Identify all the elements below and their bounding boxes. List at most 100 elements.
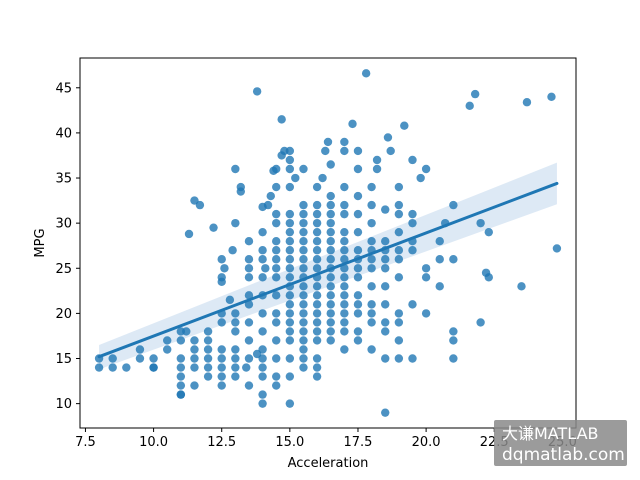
- data-point: [449, 354, 458, 363]
- data-point: [408, 300, 417, 309]
- data-point: [190, 363, 199, 372]
- data-point: [299, 227, 308, 237]
- data-point: [353, 227, 363, 237]
- data-point: [203, 354, 213, 363]
- data-point: [381, 282, 390, 291]
- data-point: [184, 229, 194, 239]
- data-point: [367, 182, 376, 192]
- data-point: [326, 336, 335, 345]
- data-point: [435, 236, 444, 246]
- data-point: [435, 282, 444, 291]
- y-tick-label: 25: [55, 262, 72, 277]
- data-point: [381, 408, 390, 417]
- data-point: [272, 273, 281, 282]
- data-point: [367, 345, 376, 354]
- data-point: [231, 345, 240, 354]
- data-point: [285, 164, 295, 174]
- y-axis-label: MPG: [33, 228, 48, 257]
- data-point: [244, 264, 254, 273]
- data-point: [242, 363, 251, 372]
- data-point: [272, 318, 281, 327]
- data-point: [353, 327, 363, 336]
- data-point: [353, 291, 363, 300]
- data-point: [299, 218, 308, 228]
- data-point: [285, 372, 295, 381]
- data-point: [285, 354, 295, 363]
- data-point: [217, 354, 226, 363]
- data-point: [394, 354, 404, 363]
- data-point: [231, 327, 240, 336]
- data-point: [299, 300, 308, 309]
- data-point: [381, 255, 390, 264]
- data-point: [122, 363, 131, 372]
- data-point: [326, 273, 335, 282]
- data-point: [400, 121, 409, 130]
- data-point: [231, 164, 240, 174]
- data-point: [340, 318, 349, 327]
- data-point: [340, 255, 349, 264]
- data-point: [299, 282, 308, 291]
- x-tick-label: 7.5: [75, 435, 96, 450]
- data-point: [381, 264, 390, 273]
- data-point: [353, 264, 363, 273]
- data-point: [476, 218, 485, 228]
- data-point: [272, 309, 281, 318]
- data-point: [372, 155, 382, 165]
- data-point: [285, 336, 295, 345]
- data-point: [312, 282, 322, 291]
- data-point: [190, 345, 199, 354]
- data-point: [340, 246, 349, 255]
- data-point: [449, 336, 458, 345]
- data-point: [394, 336, 404, 345]
- data-point: [149, 354, 158, 363]
- watermark: 大谦MATLAB dqmatlab.com: [494, 420, 627, 466]
- data-point: [285, 218, 295, 228]
- data-point: [176, 363, 186, 372]
- data-point: [408, 155, 417, 165]
- data-point: [421, 164, 431, 174]
- y-tick-label: 20: [55, 307, 72, 322]
- data-point: [326, 236, 335, 246]
- data-point: [326, 300, 335, 309]
- data-point: [228, 246, 237, 255]
- y-tick-label: 40: [55, 126, 72, 141]
- data-point: [361, 69, 371, 78]
- data-point: [299, 255, 308, 264]
- data-point: [367, 300, 376, 309]
- data-point: [203, 372, 213, 381]
- data-point: [285, 318, 295, 327]
- data-point: [326, 291, 335, 300]
- data-point: [312, 200, 322, 210]
- data-point: [552, 244, 562, 253]
- data-point: [272, 381, 281, 390]
- x-tick-label: 12.5: [207, 435, 236, 450]
- data-point: [394, 227, 404, 237]
- data-point: [285, 155, 295, 165]
- data-point: [394, 209, 404, 219]
- data-point: [190, 354, 199, 363]
- data-point: [217, 255, 226, 264]
- data-point: [258, 372, 267, 381]
- y-tick-label: 10: [55, 397, 72, 412]
- data-point: [299, 236, 308, 246]
- regression-line: [97, 181, 559, 359]
- data-point: [312, 300, 322, 309]
- data-point: [340, 300, 349, 309]
- data-point: [340, 209, 349, 219]
- data-point: [299, 291, 308, 300]
- data-point: [340, 345, 349, 354]
- data-point: [258, 246, 267, 255]
- data-point: [244, 255, 254, 264]
- data-point: [381, 327, 390, 336]
- x-tick-label: 17.5: [344, 435, 373, 450]
- x-tick-label: 10.0: [139, 435, 168, 450]
- y-tick-label: 15: [55, 352, 72, 367]
- data-point: [258, 227, 267, 237]
- data-point: [449, 200, 458, 210]
- data-point: [340, 282, 349, 291]
- x-tick-label: 20.0: [412, 435, 441, 450]
- data-point: [272, 255, 281, 264]
- data-point: [176, 336, 186, 345]
- data-point: [285, 264, 295, 273]
- data-point: [217, 273, 226, 282]
